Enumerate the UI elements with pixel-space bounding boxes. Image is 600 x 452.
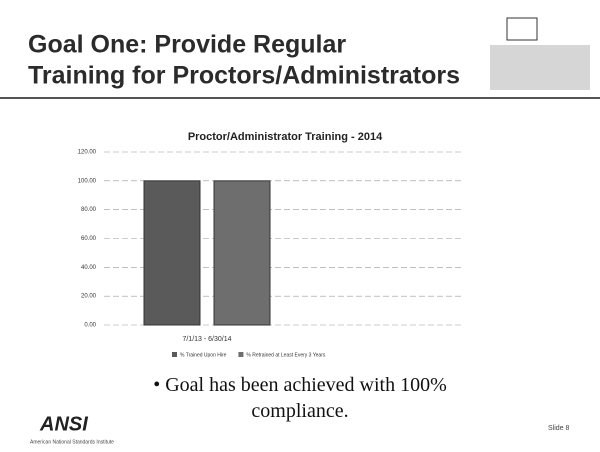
y-tick-label: 40.00 [81,265,97,271]
y-tick-label: 100.00 [78,178,97,184]
y-tick-label: 0.00 [84,323,96,329]
bullet-text: • Goal has been achieved with 100% [153,374,447,396]
logo: ANSI [39,413,88,435]
x-tick-label: 7/1/13 - 6/30/14 [182,336,231,343]
y-tick-label: 80.00 [81,207,97,213]
slide-number: Slide 8 [548,425,570,432]
logo-caption: American National Standards Institute [30,439,114,445]
bar [213,180,271,326]
clipart [490,17,590,90]
y-tick-label: 20.00 [81,294,97,300]
bar [143,180,201,326]
slide-title: Goal One: Provide Regular [28,31,346,59]
legend-swatch [238,352,244,357]
slide-title: Training for Proctors/Administrators [28,62,460,90]
sign [506,17,538,41]
y-tick-label: 60.00 [81,236,97,242]
bullet-line: • Goal has been achieved with 100% compli… [153,374,447,422]
bullet-text: compliance. [251,400,348,422]
legend-label: % Trained Upon Hire [180,352,227,358]
y-tick-label: 120.00 [78,150,97,156]
chart-title: Proctor/Administrator Training - 2014 [188,131,383,143]
legend-swatch [172,352,177,357]
legend-label: % Retrained at Least Every 3 Years [246,352,325,358]
people [490,45,590,90]
